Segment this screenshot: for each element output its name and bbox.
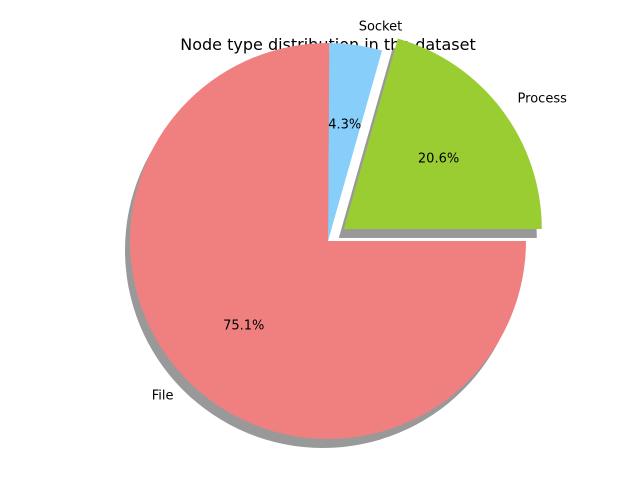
slice-percent-file: 75.1% bbox=[223, 319, 264, 334]
slice-label-file: File bbox=[152, 389, 174, 404]
pie-slice-socket bbox=[328, 43, 383, 241]
slice-label-process: Process bbox=[518, 92, 568, 107]
pie-text-layer: Process 20.6% Socket 4.3% File 75.1% bbox=[152, 19, 567, 403]
slice-label-socket: Socket bbox=[359, 19, 403, 34]
pie-slice-file bbox=[130, 42, 526, 439]
pie-wedge-layer bbox=[130, 38, 542, 439]
slice-percent-socket: 4.3% bbox=[328, 117, 361, 132]
pie-slice-process bbox=[343, 38, 542, 230]
slice-percent-process: 20.6% bbox=[418, 151, 459, 166]
